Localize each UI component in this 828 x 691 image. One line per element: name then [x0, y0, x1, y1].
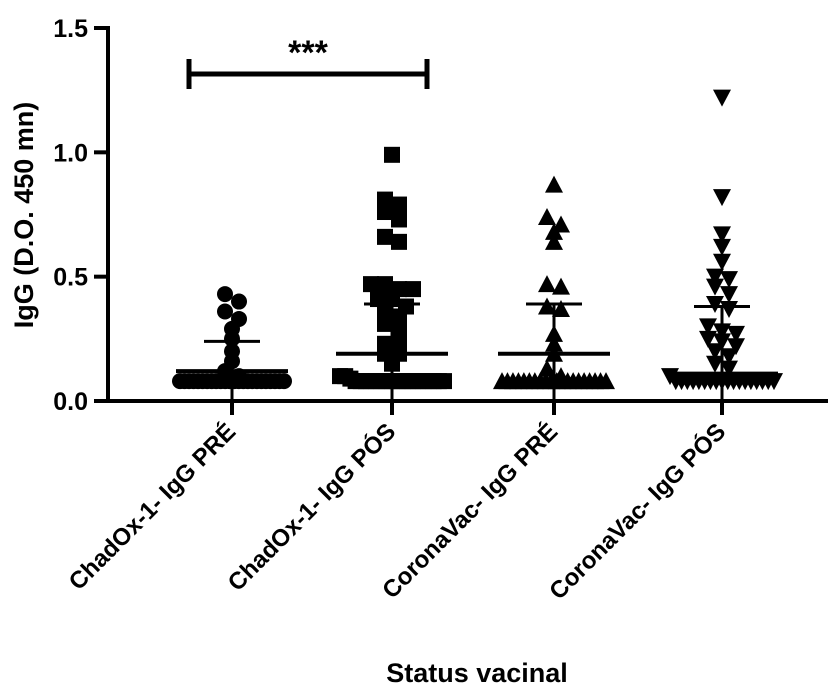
y-tick-label: 1.0: [53, 139, 88, 167]
data-point: [363, 276, 379, 293]
data-point: [538, 275, 556, 293]
x-axis-label: Status vacinal: [386, 658, 568, 688]
data-point: [391, 308, 407, 325]
data-point: [436, 373, 452, 390]
data-point: [217, 303, 233, 320]
data-point: [391, 233, 407, 250]
significance-annotation: ***: [186, 34, 430, 89]
data-point: [706, 268, 724, 286]
data-point: [384, 146, 400, 163]
data-point: [391, 196, 407, 213]
data-point: [597, 372, 615, 390]
mean-sd-bars: [176, 302, 778, 401]
data-point: [224, 330, 240, 347]
data-point: [391, 211, 407, 228]
y-axis-ticks: 0.0 0.5 1.0 1.5: [53, 15, 108, 416]
data-point: [699, 330, 717, 348]
data-point: [706, 343, 724, 361]
data-point: [706, 296, 724, 314]
data-point: [217, 286, 233, 303]
data-point: [276, 373, 292, 390]
y-tick-label: 0.5: [53, 264, 88, 292]
significance-stars: ***: [288, 34, 328, 72]
data-point: [545, 175, 563, 193]
y-tick-label: 0.0: [53, 388, 88, 416]
data-point: [552, 277, 570, 295]
data-point: [713, 189, 731, 207]
data-point: [699, 318, 717, 336]
data-point: [538, 207, 556, 225]
data-point: [377, 191, 393, 208]
data-point: [713, 253, 731, 271]
data-point: [552, 299, 570, 317]
data-point: [727, 338, 745, 356]
data-point: [706, 278, 724, 296]
data-point: [765, 373, 783, 391]
data-point: [545, 222, 563, 240]
data-point: [727, 325, 745, 343]
y-tick-label: 1.5: [53, 15, 88, 43]
data-point: [538, 359, 556, 377]
data-point: [720, 360, 738, 378]
y-axis-label: IgG (D.O. 450 mn): [9, 102, 39, 329]
data-point: [545, 232, 563, 250]
data-point: [720, 271, 738, 289]
data-point: [720, 286, 738, 304]
data-point: [713, 238, 731, 256]
data-point: [405, 281, 421, 298]
data-point: [706, 355, 724, 373]
data-point: [377, 204, 393, 221]
data-point: [538, 297, 556, 315]
data-points: [172, 89, 783, 391]
x-tick-label: ChadOx-1- IgG PRÉ: [63, 417, 241, 595]
data-point: [713, 89, 731, 107]
data-point: [377, 276, 393, 293]
data-point: [720, 348, 738, 366]
x-tick-label: CoronaVac- IgG PÓS: [544, 417, 732, 605]
data-point: [391, 323, 407, 340]
x-tick-label: CoronaVac- IgG PRÉ: [377, 417, 564, 604]
x-tick-label: ChadOx-1- IgG PÓS: [222, 417, 401, 596]
data-point: [713, 226, 731, 244]
data-point: [377, 228, 393, 245]
data-point: [231, 293, 247, 310]
data-point: [377, 315, 393, 332]
